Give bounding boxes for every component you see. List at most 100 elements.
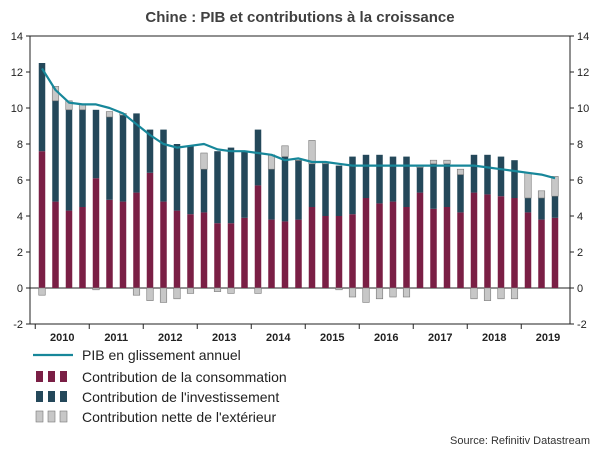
bar-segment-external [497, 287, 505, 300]
x-tick-label: 2014 [266, 332, 291, 344]
bar-segment-external [537, 190, 546, 199]
bar-segment-consumption [295, 219, 302, 288]
legend-swatch-consumption [36, 371, 43, 382]
bar-segment-external [65, 100, 73, 111]
bar-segment-external [146, 287, 154, 301]
bar-segment-consumption [92, 178, 100, 288]
bar-segment-investment [376, 154, 383, 204]
y-tick-label-left: -2 [13, 319, 23, 331]
bars [38, 63, 559, 303]
bar-segment-investment [92, 109, 100, 179]
bar-segment-external [281, 145, 289, 157]
bar-segment-investment [457, 174, 464, 213]
y-tick-label-left: 12 [11, 67, 23, 79]
bar-segment-external [348, 287, 357, 298]
bar-segment-investment [200, 169, 208, 213]
x-tick-label: 2017 [428, 332, 452, 344]
legend: PIB en glissement annuel Contribution de … [33, 347, 287, 425]
bar-segment-consumption [38, 151, 46, 288]
bar-segment-external [483, 287, 492, 301]
bar-segment-investment [173, 144, 181, 211]
bar-segment-external [362, 287, 370, 303]
bar-segment-consumption [322, 216, 329, 288]
bar-segment-consumption [254, 185, 262, 288]
bar-segment-external [375, 287, 384, 300]
bar-segment-investment [268, 169, 275, 220]
chart-title: Chine : PIB et contributions à la croiss… [145, 9, 454, 26]
bar-segment-investment [551, 196, 559, 218]
bar-segment-investment [430, 163, 437, 209]
y-tick-label-left: 4 [17, 211, 23, 223]
bar-segment-consumption [187, 214, 194, 288]
bar-segment-investment [524, 198, 532, 213]
bar-segment-consumption [389, 201, 397, 288]
bar-segment-external [294, 159, 303, 161]
bar-segment-external [551, 176, 559, 197]
bar-segment-external [470, 287, 478, 300]
legend-label: Contribution de la consommation [82, 369, 287, 385]
bar-segment-consumption [52, 201, 59, 288]
legend-swatch-investment [60, 391, 67, 402]
bar-segment-investment [538, 198, 545, 220]
bar-segment-consumption [227, 223, 235, 288]
bar-segment-consumption [173, 210, 181, 288]
legend-label: PIB en glissement annuel [82, 347, 241, 363]
y-tick-label-right: 6 [577, 175, 583, 187]
bar-segment-external [38, 287, 46, 296]
gdp-line-layer [41, 67, 556, 180]
y-tick-label-left: 6 [17, 175, 23, 187]
bar-segment-external [132, 287, 141, 296]
y-tick-label-left: 14 [11, 31, 23, 43]
bar-segment-investment [295, 160, 302, 220]
bar-segment-consumption [79, 207, 86, 288]
y-tick-label-left: 10 [11, 103, 23, 115]
bar-segment-external [335, 287, 343, 291]
legend-swatch-external [47, 410, 56, 423]
y-tick-label-right: 12 [577, 67, 589, 79]
bar-segment-investment [281, 156, 289, 222]
bar-segment-consumption [551, 217, 559, 288]
bar-segment-consumption [308, 207, 316, 288]
bar-segment-consumption [430, 208, 437, 288]
bar-segment-consumption [497, 196, 505, 288]
bar-segment-external [92, 287, 100, 291]
bar-segment-investment [38, 63, 46, 152]
bar-segment-external [402, 287, 411, 298]
bar-segment-investment [322, 163, 329, 216]
bar-segment-external [443, 159, 451, 165]
y-tick-label-left: 8 [17, 139, 23, 151]
bar-segment-investment [241, 151, 248, 218]
bar-segment-investment [160, 129, 167, 202]
x-tick-label: 2015 [320, 332, 344, 344]
x-tick-label: 2012 [158, 332, 182, 344]
bar-segment-consumption [160, 201, 167, 288]
bar-segment-external [267, 154, 276, 170]
bar-segment-consumption [119, 201, 127, 288]
y-tick-label-right: 14 [577, 31, 589, 43]
gdp-line [41, 67, 556, 180]
x-tick-label: 2019 [536, 332, 560, 344]
bar-segment-external [186, 287, 195, 294]
legend-swatch-consumption [48, 371, 55, 382]
bar-segment-investment [349, 156, 356, 215]
bar-segment-investment [389, 156, 397, 202]
y-tick-label-right: 2 [577, 247, 583, 259]
bar-segment-consumption [538, 219, 545, 288]
bar-segment-consumption [133, 192, 140, 288]
bar-segment-external [227, 287, 235, 294]
legend-swatch-investment [48, 391, 55, 402]
bar-segment-investment [497, 156, 505, 197]
bar-segment-consumption [376, 203, 383, 288]
bar-segment-consumption [524, 212, 532, 288]
bar-segment-investment [119, 115, 127, 202]
y-tick-label-right: 0 [577, 283, 583, 295]
bar-segment-consumption [65, 210, 73, 288]
bar-segment-investment [106, 117, 113, 200]
bar-segment-consumption [484, 194, 491, 288]
bar-segment-investment [484, 154, 491, 195]
bar-segment-consumption [214, 223, 221, 288]
legend-label: Contribution de l'investissement [82, 389, 279, 405]
y-tick-label-right: -2 [577, 319, 587, 331]
x-tick-label: 2016 [374, 332, 398, 344]
